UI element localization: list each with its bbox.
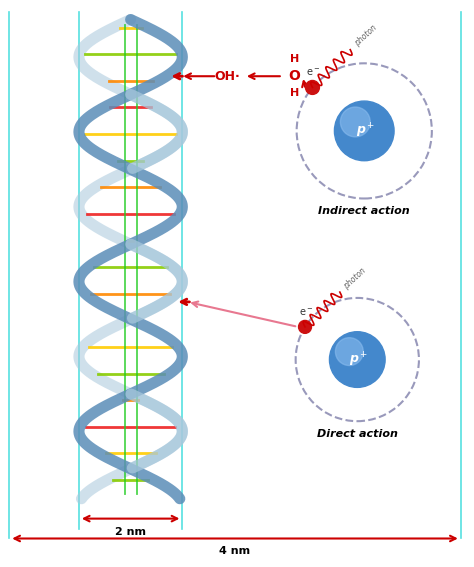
Text: photon: photon (353, 23, 379, 48)
Text: O: O (289, 69, 301, 83)
Circle shape (336, 338, 363, 366)
Circle shape (306, 81, 319, 94)
Text: e$^-$: e$^-$ (299, 307, 313, 318)
Text: Direct action: Direct action (317, 429, 398, 439)
Text: p$^+$: p$^+$ (349, 350, 368, 369)
Text: 2 nm: 2 nm (115, 527, 146, 536)
Text: p$^+$: p$^+$ (356, 122, 375, 140)
Text: OH·: OH· (214, 70, 240, 83)
Text: e$^-$: e$^-$ (306, 66, 321, 78)
Text: 4 nm: 4 nm (219, 547, 251, 556)
Text: H: H (290, 88, 299, 98)
Text: H: H (290, 54, 299, 64)
Circle shape (329, 332, 385, 387)
Text: Indirect action: Indirect action (319, 206, 410, 217)
Circle shape (340, 107, 370, 137)
Circle shape (335, 101, 394, 160)
Text: photon: photon (342, 266, 368, 291)
Circle shape (299, 320, 311, 333)
